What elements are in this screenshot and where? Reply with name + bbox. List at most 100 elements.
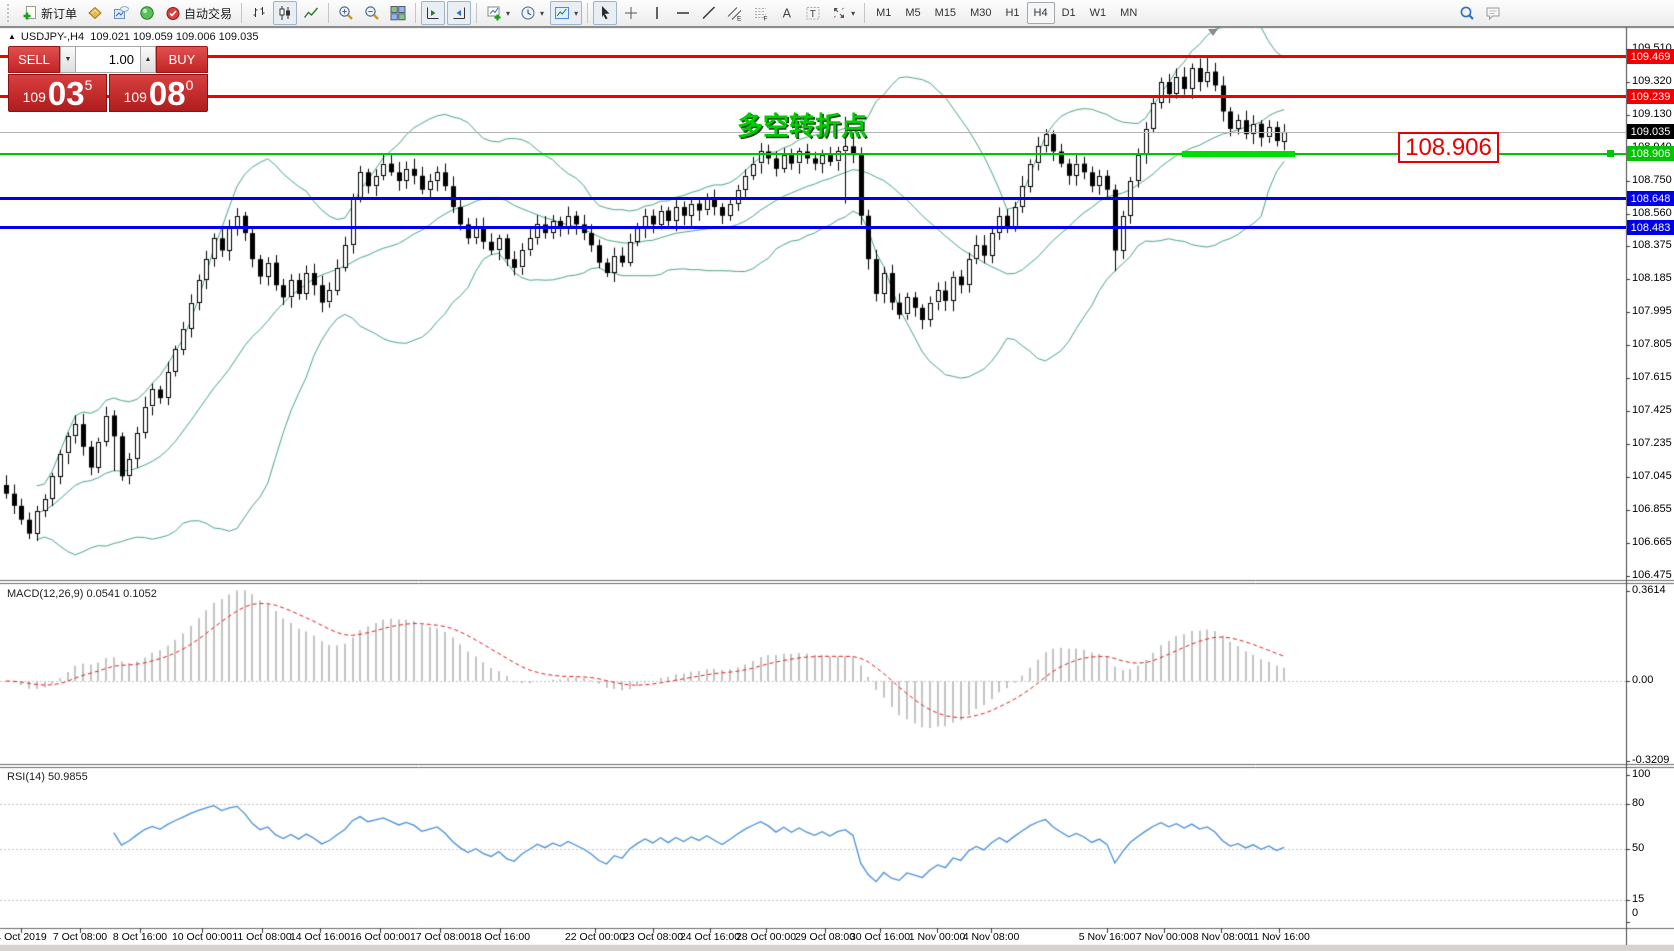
autotrade-icon — [165, 5, 181, 21]
timeframe-m30-button[interactable]: M30 — [970, 7, 992, 19]
volume-increment-button[interactable]: ▲ — [140, 46, 156, 73]
resistance-line-2-badge: 109.239 — [1627, 89, 1674, 104]
fibo-icon: F — [753, 5, 769, 21]
resistance-line-1-badge: 109.469 — [1627, 49, 1674, 64]
textA-icon: A — [779, 5, 795, 21]
date-axis-label: 24 Oct 16:00 — [679, 931, 741, 943]
svg-text:E: E — [737, 16, 742, 22]
macd-label: MACD(12,26,9) 0.0541 0.1052 — [7, 588, 157, 600]
textT-icon: T — [805, 5, 821, 21]
dropdown-arrow-icon[interactable]: ▾ — [540, 8, 545, 18]
timeframe-w1-button[interactable]: W1 — [1089, 7, 1107, 19]
hline-anchor-handle[interactable] — [1607, 150, 1614, 157]
date-axis-label: 4 Nov 08:00 — [962, 931, 1020, 943]
charts-window-button[interactable] — [109, 1, 133, 25]
toolbar: 新订单 自动交易 ▾ ▾ ▾ E F A T ▾ M1 M5 M15 M30 H1 H4 D1 W1 MN — [0, 0, 1674, 27]
price-axis-label: 109.130 — [1632, 108, 1672, 120]
date-axis-label: 5 Nov 16:00 — [1078, 931, 1136, 943]
date-axis-label: 18 Oct 16:00 — [469, 931, 531, 943]
chart-shift-button[interactable] — [421, 1, 446, 25]
buy-price-display[interactable]: 109 08 0 — [109, 74, 208, 112]
dropdown-arrow-icon[interactable]: ▾ — [506, 8, 511, 18]
signals-button[interactable] — [135, 1, 159, 25]
resistance-line-2[interactable] — [0, 95, 1626, 98]
chart-shift-marker-icon — [1208, 29, 1218, 36]
zoom-in-icon — [338, 5, 354, 21]
new-order-button-label: 新订单 — [41, 6, 78, 21]
date-axis-label: 29 Oct 08:00 — [794, 931, 856, 943]
new-order-button[interactable]: 新订单 — [18, 1, 81, 25]
autotrading-button[interactable]: 自动交易 — [161, 1, 236, 25]
arrows-tool-button[interactable]: ▾ — [827, 1, 859, 25]
search-button[interactable] — [1455, 1, 1479, 25]
buy-price-prefix: 109 — [123, 89, 147, 105]
toolbar-separator — [241, 3, 243, 23]
pivot-line[interactable] — [0, 153, 1626, 155]
hline-tool-button[interactable] — [671, 1, 695, 25]
doc-plus-icon — [22, 5, 38, 21]
timeframe-h4-button[interactable]: H4 — [1026, 2, 1055, 24]
status-strip — [0, 945, 1674, 951]
candles-view-button[interactable] — [273, 1, 298, 25]
timeframe-d1-button[interactable]: D1 — [1061, 7, 1076, 19]
timeframe-m5-button[interactable]: M5 — [905, 7, 921, 19]
dropdown-arrow-icon[interactable]: ▾ — [574, 8, 579, 18]
dropdown-arrow-icon[interactable]: ▾ — [851, 8, 856, 18]
trend-icon — [701, 5, 717, 21]
new-chart-button[interactable]: ▾ — [482, 1, 514, 25]
support-line-2[interactable] — [0, 226, 1626, 229]
cursor-button[interactable] — [593, 1, 618, 25]
label-tool-button[interactable]: T — [801, 1, 825, 25]
volume-input[interactable] — [76, 46, 140, 73]
search-icon — [1459, 5, 1475, 21]
timeframe-h1-button[interactable]: H1 — [1005, 7, 1020, 19]
marketwatch-button[interactable] — [83, 1, 107, 25]
collapse-arrow-icon[interactable]: ▲ — [8, 32, 16, 41]
candles-icon — [277, 5, 293, 21]
sell-price-display[interactable]: 109 03 5 — [8, 74, 107, 112]
linechart-icon — [303, 5, 319, 21]
buy-price-main: 08 — [148, 75, 186, 112]
sell-price-prefix: 109 — [22, 89, 46, 105]
vline-tool-button[interactable] — [645, 1, 669, 25]
pivot-line-badge: 108.906 — [1627, 146, 1674, 161]
support-line-1[interactable] — [0, 197, 1626, 200]
crosshair-button[interactable] — [619, 1, 643, 25]
channel-tool-button[interactable]: E — [723, 1, 747, 25]
vline-icon — [649, 5, 665, 21]
price-axis-label: 107.805 — [1632, 338, 1672, 351]
trendline-tool-button[interactable] — [697, 1, 721, 25]
buy-button[interactable]: BUY — [156, 46, 208, 73]
text-tool-button[interactable]: A — [775, 1, 799, 25]
rsi-axis-label: 50 — [1632, 841, 1645, 854]
date-axis-label: 11 Nov 16:00 — [1248, 931, 1310, 943]
line-view-button[interactable] — [299, 1, 323, 25]
zoom-out-button[interactable] — [360, 1, 384, 25]
orb-icon — [139, 5, 155, 21]
profiles-button[interactable]: ▾ — [516, 1, 548, 25]
rsi-axis-label: 80 — [1632, 797, 1645, 810]
timeframe-m1-button[interactable]: M1 — [876, 7, 892, 19]
fibonacci-tool-button[interactable]: F — [749, 1, 773, 25]
rsi-axis-label: 0 — [1632, 907, 1639, 919]
date-axis-label: 7 Oct 08:00 — [52, 931, 108, 943]
support-highlight-bar[interactable] — [1182, 151, 1295, 157]
timeframe-m15-button[interactable]: M15 — [934, 7, 957, 19]
bars-view-button[interactable] — [247, 1, 271, 25]
volume-decrement-button[interactable]: ▼ — [60, 46, 76, 73]
crosshair-icon — [623, 5, 639, 21]
chat-button[interactable] — [1481, 1, 1505, 25]
templates-button[interactable]: ▾ — [550, 1, 583, 25]
timeframe-mn-button[interactable]: MN — [1120, 7, 1138, 19]
resistance-line-1[interactable] — [0, 55, 1626, 58]
tile-windows-button[interactable] — [386, 1, 410, 25]
tile-icon — [390, 5, 406, 21]
auto-scroll-button[interactable] — [447, 1, 472, 25]
date-axis-label: 8 Oct 16:00 — [112, 931, 168, 943]
zoom-in-button[interactable] — [334, 1, 358, 25]
rsi-label: RSI(14) 50.9855 — [7, 771, 88, 783]
sell-button[interactable]: SELL — [8, 46, 60, 73]
cursor-icon — [597, 5, 613, 21]
